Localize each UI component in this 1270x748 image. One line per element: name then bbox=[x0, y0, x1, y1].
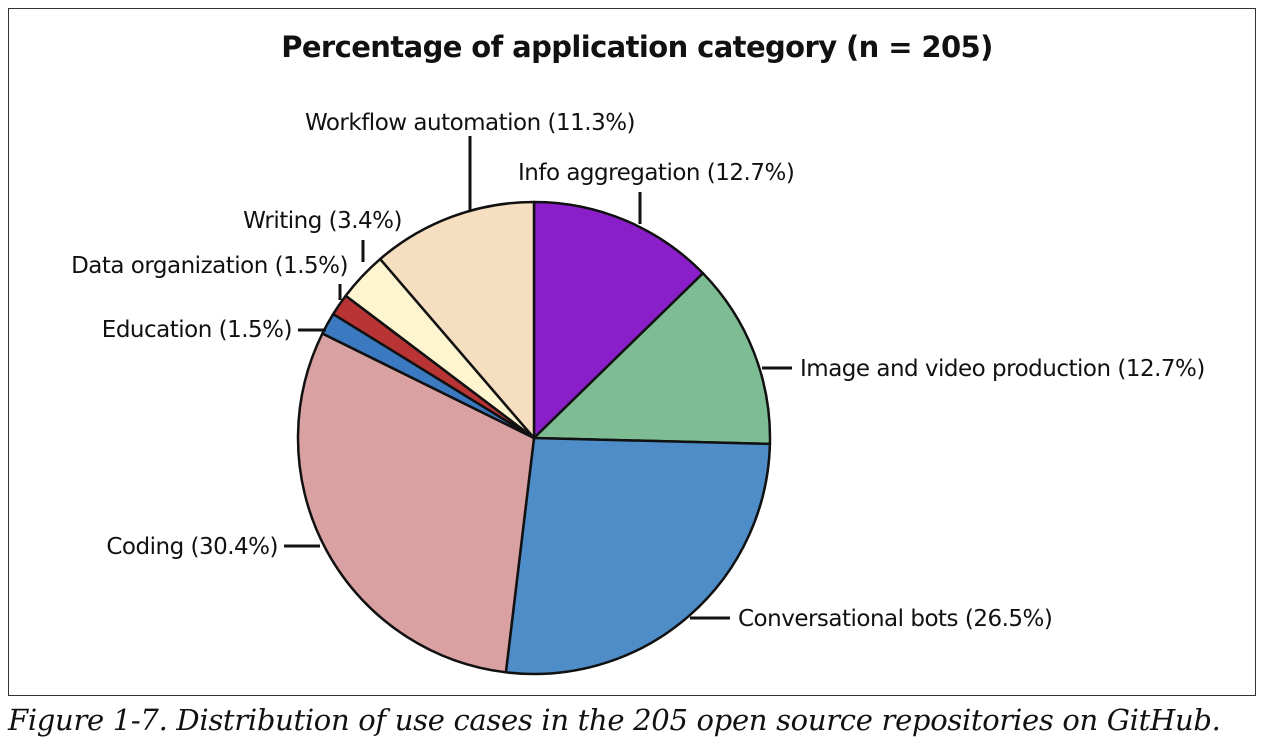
pie-slice-info-aggregation bbox=[532, 200, 705, 440]
pie-slice-workflow-automation bbox=[378, 200, 536, 440]
slice-labels: Info aggregation (12.7%) Image and video … bbox=[71, 110, 1205, 632]
slice-label-image-and-video-production: Image and video production (12.7%) bbox=[800, 356, 1205, 382]
chart-title: Percentage of application category (n = … bbox=[281, 30, 993, 64]
slice-label-workflow-automation: Workflow automation (11.3%) bbox=[305, 110, 635, 136]
pie-slices bbox=[296, 200, 772, 676]
pie-slice-conversational-bots bbox=[504, 436, 772, 676]
figure-caption: Figure 1-7. Distribution of use cases in… bbox=[8, 703, 1221, 737]
slice-label-conversational-bots: Conversational bots (26.5%) bbox=[738, 606, 1052, 632]
slice-label-writing: Writing (3.4%) bbox=[243, 208, 402, 234]
slice-label-education: Education (1.5%) bbox=[102, 317, 292, 343]
pie-slice-coding bbox=[296, 332, 536, 674]
leader-lines bbox=[284, 136, 792, 620]
slice-label-info-aggregation: Info aggregation (12.7%) bbox=[518, 160, 794, 186]
pie-slice-image-and-video-production bbox=[532, 271, 772, 446]
pie-chart: Percentage of application category (n = … bbox=[71, 30, 1205, 676]
slice-label-data-organization: Data organization (1.5%) bbox=[71, 253, 348, 279]
slice-label-coding: Coding (30.4%) bbox=[106, 534, 278, 560]
